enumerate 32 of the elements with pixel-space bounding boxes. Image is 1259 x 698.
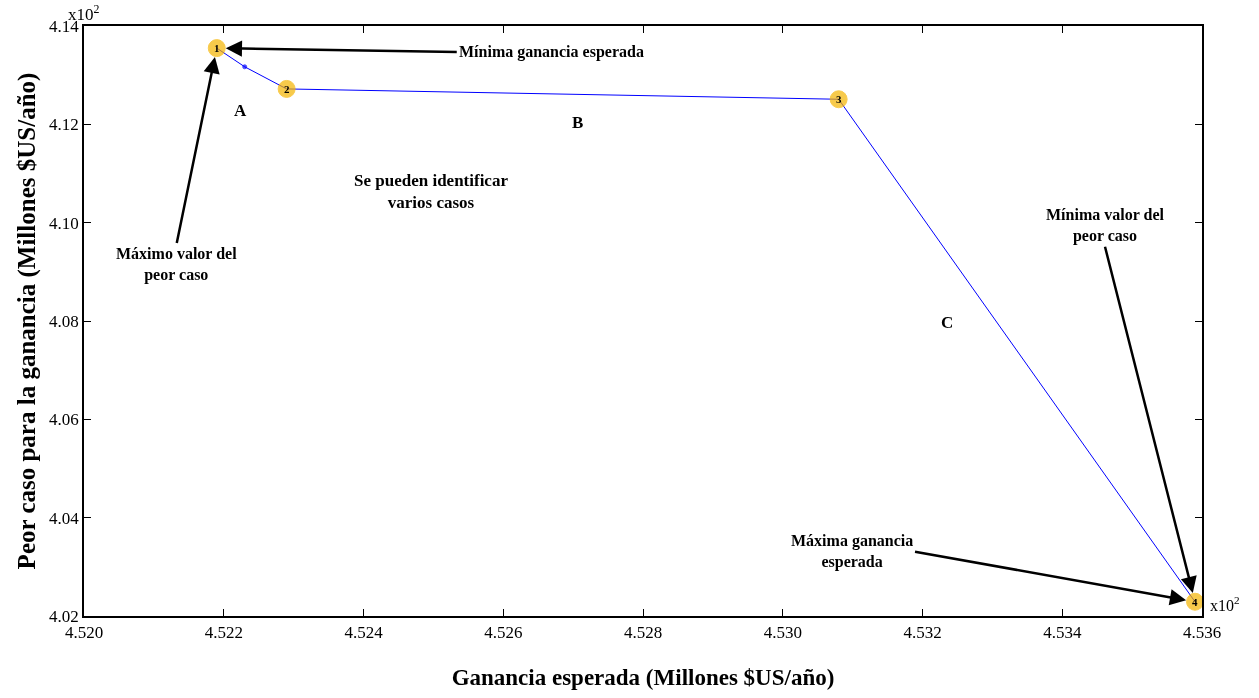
annotation: 1 (214, 42, 220, 54)
annotation: 4 (1192, 596, 1198, 608)
text: x10$^{2}$ (1210, 594, 1240, 614)
annotation: Mínima ganancia esperada (459, 43, 644, 61)
y-tick-label: 4.10 (49, 213, 79, 233)
annotation: Mínima valor del peor caso (1046, 206, 1165, 245)
point (277, 79, 296, 98)
x-axis-title: Ganancia esperada (Millones $US/año) (451, 665, 835, 691)
x-tick-label: 4.528 (623, 623, 663, 643)
x-tick-label: 4.532 (903, 623, 942, 643)
y-tick-label: 4.08 (49, 311, 79, 331)
y-tick-label: 4.02 (49, 606, 79, 626)
x-tick-label: 4.520 (64, 623, 104, 643)
y-tick-label: 4.12 (49, 115, 79, 135)
x-tick-label: 4.522 (204, 623, 243, 643)
x-tick-label: 4.526 (484, 623, 523, 643)
annotation: C (941, 313, 954, 332)
x-tick-label: 4.524 (344, 623, 384, 643)
y-axis-title: Peor caso para la ganancia (Millones $US/año) (13, 72, 42, 570)
point (207, 39, 226, 58)
annotation: B (572, 113, 584, 132)
x-tick-label: 4.536 (1182, 623, 1222, 643)
x-tick-label: 4.534 (1043, 623, 1082, 643)
annotation: 3 (836, 93, 842, 105)
y-tick-label: 4.04 (49, 508, 80, 528)
y-tick-label: 4.06 (49, 410, 79, 430)
annotation: 2 (284, 83, 290, 95)
annotation: Se pueden identificar varios casos (354, 171, 509, 213)
annotation: Máxima ganancia esperada (791, 532, 914, 571)
annotation: A (234, 101, 247, 120)
annotation: Máximo valor del peor caso (116, 245, 238, 284)
x-tick-label: 4.530 (763, 623, 802, 643)
